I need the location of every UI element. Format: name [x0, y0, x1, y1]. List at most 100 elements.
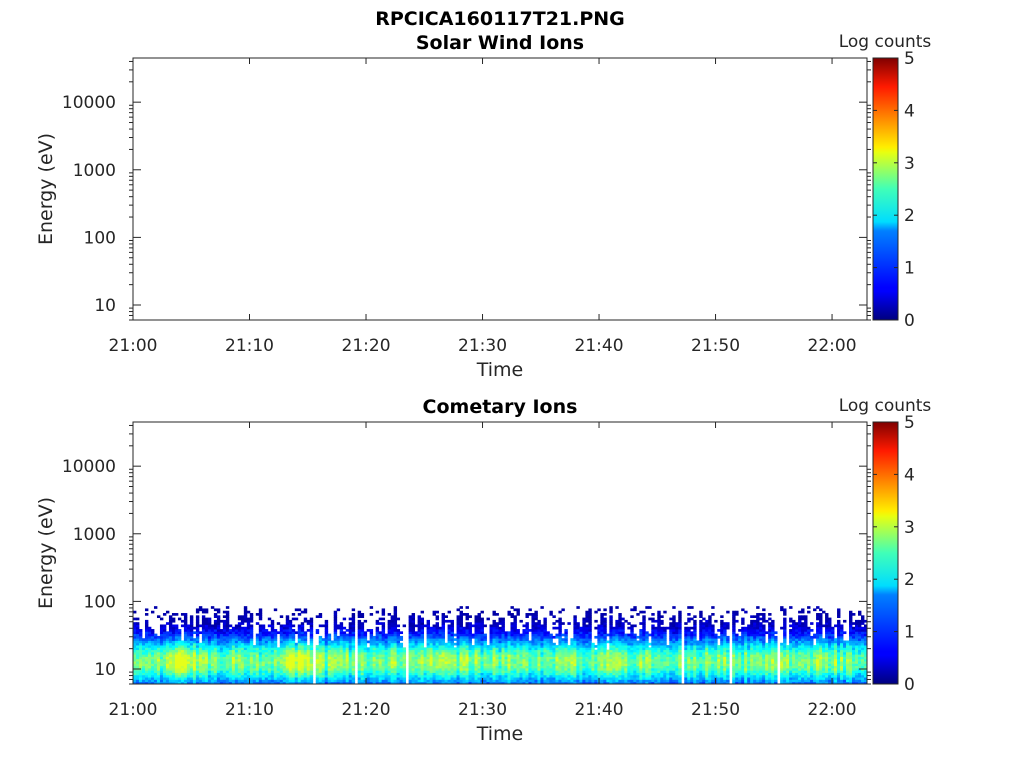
heatmap-cell [219, 633, 224, 637]
heatmap-cell [141, 679, 146, 683]
heatmap-cell [174, 674, 179, 678]
heatmap-cell [603, 608, 607, 612]
heatmap-cell [357, 661, 362, 664]
heatmap-cell [456, 633, 460, 637]
heatmap-cell [219, 631, 224, 635]
heatmap-cell [390, 677, 395, 680]
heatmap-cell [294, 654, 299, 657]
heatmap-cell [366, 649, 371, 653]
heatmap-cell [357, 647, 362, 651]
heatmap-cell [483, 654, 487, 657]
heatmap-cell [210, 633, 215, 637]
heatmap-cell [153, 642, 158, 646]
heatmap-cell [450, 661, 454, 664]
heatmap-cell [672, 622, 676, 625]
heatmap-cell [504, 674, 508, 678]
heatmap-cell [507, 679, 511, 683]
heatmap-cell [567, 677, 571, 680]
heatmap-cell [678, 638, 682, 641]
heatmap-cell [246, 642, 251, 646]
heatmap-cell [633, 608, 637, 612]
heatmap-cell [168, 626, 173, 630]
heatmap-cell [231, 681, 236, 685]
heatmap-cell [501, 670, 505, 673]
heatmap-cell [633, 638, 637, 641]
heatmap-cell [480, 642, 484, 646]
heatmap-cell [690, 606, 694, 609]
heatmap-cell [399, 631, 404, 635]
heatmap-cell [531, 619, 535, 623]
heatmap-cell [573, 619, 577, 623]
heatmap-cell [555, 654, 559, 657]
heatmap-cell [555, 667, 559, 671]
heatmap-cell [516, 647, 520, 651]
heatmap-cell [570, 656, 574, 660]
heatmap-cell [291, 674, 296, 678]
heatmap-cell [429, 677, 433, 680]
heatmap-cell [672, 679, 676, 683]
heatmap-cell [288, 674, 293, 678]
heatmap-cell [285, 640, 290, 644]
heatmap-cell [138, 672, 143, 676]
heatmap-cell [591, 647, 595, 651]
heatmap-cell [426, 681, 430, 685]
heatmap-cell [330, 667, 335, 671]
heatmap-cell [567, 651, 571, 655]
heatmap-cell [133, 658, 137, 662]
heatmap-cell [456, 663, 460, 667]
heatmap-cell [318, 656, 323, 660]
heatmap-cell [621, 649, 625, 653]
heatmap-cell [345, 672, 350, 676]
heatmap-cell [393, 610, 398, 614]
heatmap-cell [156, 640, 161, 644]
heatmap-cell [174, 656, 179, 660]
heatmap-cell [528, 656, 532, 660]
heatmap-cell [282, 647, 287, 651]
heatmap-cell [597, 649, 601, 653]
heatmap-cell [171, 626, 176, 630]
heatmap-cell [243, 606, 248, 609]
heatmap-cell [687, 661, 691, 664]
heatmap-cell [333, 613, 338, 616]
heatmap-cell [309, 624, 314, 628]
heatmap-cell [513, 619, 517, 623]
heatmap-cell [636, 679, 640, 683]
heatmap-cell [333, 617, 338, 621]
heatmap-cell [522, 640, 526, 644]
heatmap-cell [630, 663, 634, 667]
heatmap-cell [375, 626, 380, 630]
heatmap-cell [159, 674, 164, 678]
heatmap-cell [309, 640, 314, 644]
heatmap-cell [504, 647, 508, 651]
heatmap-cell [321, 679, 326, 683]
heatmap-cell [534, 672, 538, 676]
heatmap-cell [618, 631, 622, 635]
heatmap-cell [504, 679, 508, 683]
heatmap-cell [546, 670, 550, 673]
heatmap-cell [462, 656, 466, 660]
heatmap-cell [459, 670, 463, 673]
heatmap-cell [345, 629, 350, 632]
heatmap-cell [489, 631, 493, 635]
heatmap-cell [198, 656, 203, 660]
heatmap-cell [459, 674, 463, 678]
heatmap-cell [345, 667, 350, 671]
heatmap-cell [591, 670, 595, 673]
heatmap-cell [150, 658, 155, 662]
heatmap-cell [378, 647, 383, 651]
heatmap-cell [288, 633, 293, 637]
heatmap-cell [693, 651, 697, 655]
heatmap-cell [513, 638, 517, 641]
heatmap-cell [228, 674, 233, 678]
heatmap-cell [207, 619, 212, 623]
heatmap-cell [588, 649, 592, 653]
heatmap-cell [453, 633, 457, 637]
heatmap-cell [468, 661, 472, 664]
heatmap-cell [144, 626, 149, 630]
heatmap-cell [615, 654, 619, 657]
heatmap-cell [345, 665, 350, 669]
heatmap-cell [585, 656, 589, 660]
heatmap-cell [444, 642, 448, 646]
heatmap-cell [513, 670, 517, 673]
heatmap-cell [588, 622, 592, 625]
